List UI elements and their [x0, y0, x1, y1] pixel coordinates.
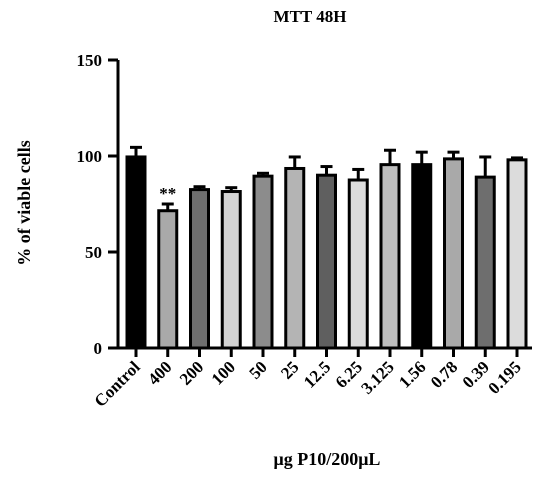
- x-tick-label: 25: [277, 357, 302, 382]
- error-bar-series: [130, 145, 523, 211]
- x-tick-label: 1.56: [395, 357, 429, 391]
- bar: [157, 209, 179, 350]
- x-tick-label: 0.195: [484, 357, 524, 397]
- significance-annotation: **: [159, 184, 176, 203]
- bar: [443, 157, 464, 350]
- chart-title: MTT 48H: [274, 7, 347, 26]
- y-tick-label: 100: [77, 147, 103, 166]
- bar: [474, 175, 496, 350]
- x-tick-label: 100: [208, 357, 239, 388]
- y-axis-label: % of viable cells: [14, 140, 34, 265]
- bar: [506, 158, 528, 350]
- x-tick-label: Control: [91, 357, 144, 410]
- x-axis: Control 400 200 100 50 2512.56.253.1251.560.7…: [91, 346, 532, 411]
- bar: [125, 155, 147, 350]
- bar: [347, 178, 369, 350]
- bar: [284, 166, 306, 350]
- bar: [189, 188, 210, 350]
- bar: [379, 163, 401, 350]
- bar: [411, 163, 433, 350]
- bar-series: [125, 155, 528, 350]
- annotation-layer: **: [159, 184, 176, 203]
- x-tick-label: 12.5: [300, 357, 334, 391]
- x-tick-label: 0.78: [427, 357, 461, 391]
- x-tick-label: 400: [144, 357, 175, 388]
- x-tick-label: 200: [176, 357, 207, 388]
- bar: [252, 174, 274, 350]
- y-axis: 0 50 100 150: [77, 51, 120, 358]
- y-tick-label: 0: [94, 339, 103, 358]
- bar: [316, 173, 337, 350]
- x-tick-label: 50: [245, 357, 270, 382]
- y-tick-label: 50: [85, 243, 102, 262]
- bar: [220, 190, 242, 350]
- x-axis-label: μg P10/200μL: [274, 449, 381, 469]
- x-tick-label: 3.125: [357, 357, 397, 397]
- y-tick-label: 150: [77, 51, 103, 70]
